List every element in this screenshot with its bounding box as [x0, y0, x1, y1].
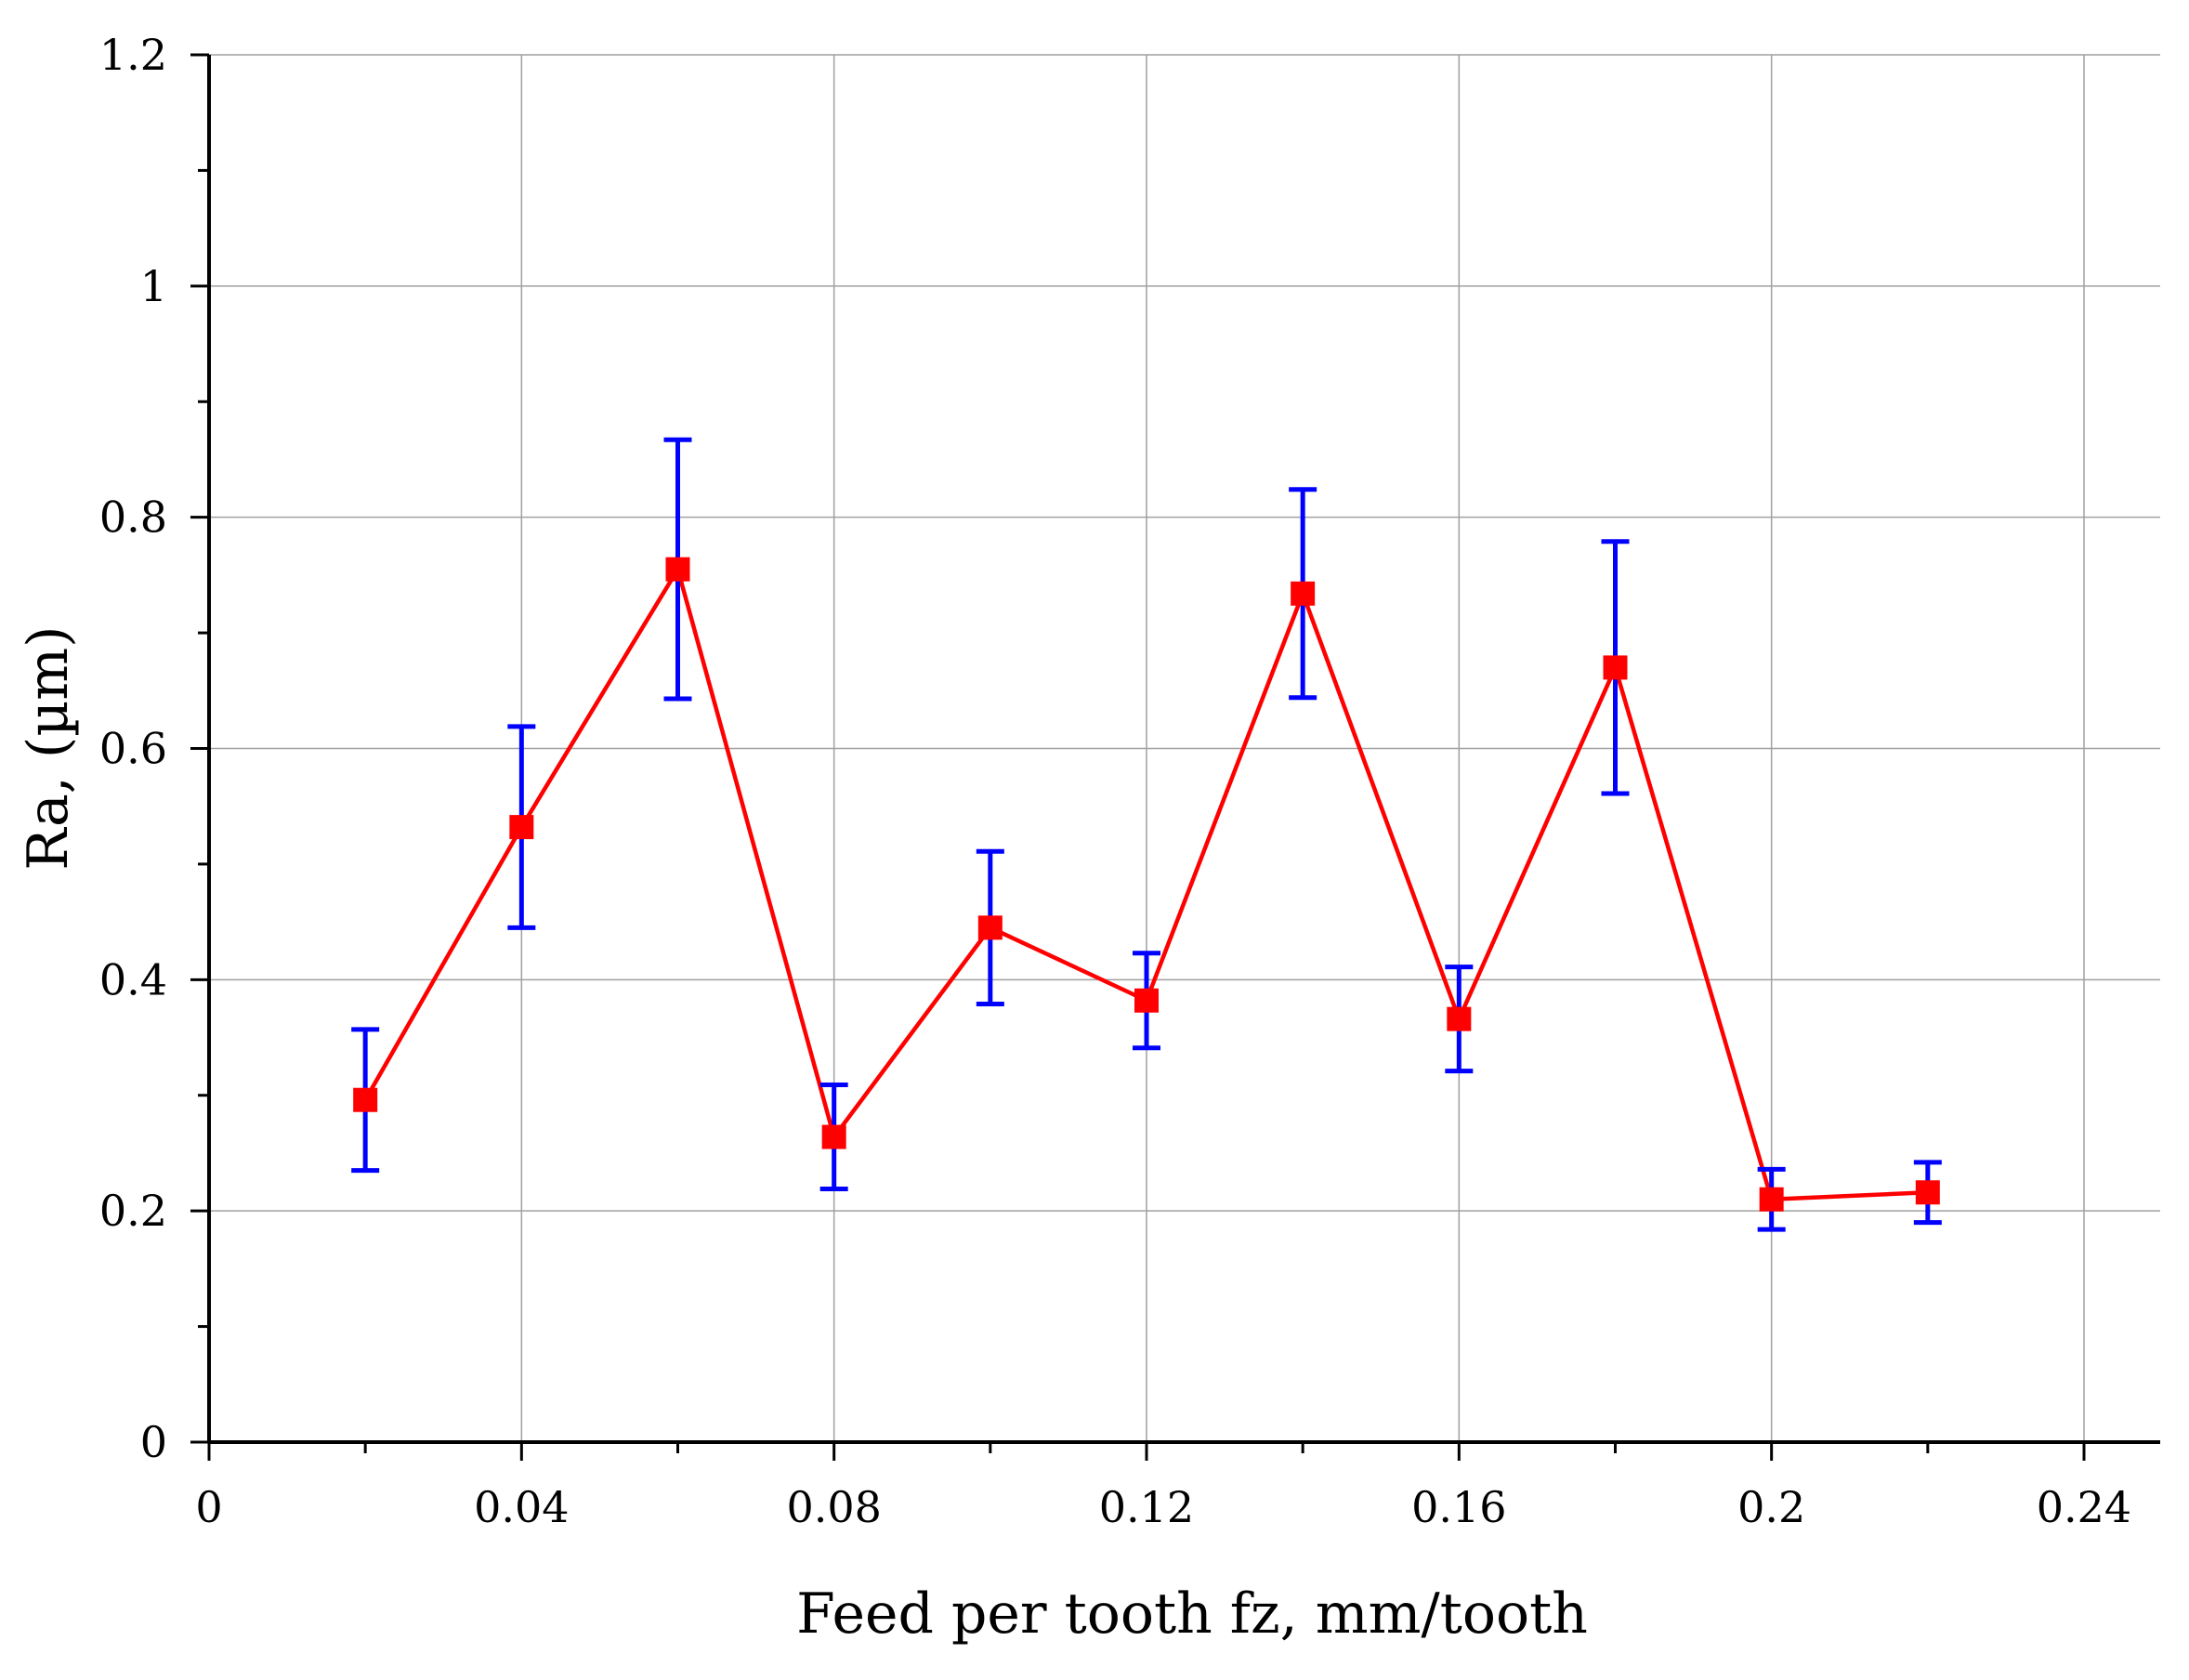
- x-tick-label: 0: [195, 1482, 222, 1532]
- y-axis-title: Ra, (µm): [16, 625, 81, 870]
- data-point: [1603, 655, 1628, 680]
- y-tick-label: 0.2: [99, 1186, 167, 1236]
- x-tick-label: 0.24: [2037, 1482, 2131, 1532]
- data-point: [1134, 988, 1159, 1013]
- data-point: [1291, 581, 1316, 606]
- data-point: [977, 915, 1003, 940]
- x-tick-label: 0.2: [1737, 1482, 1805, 1532]
- x-tick-label: 0.16: [1411, 1482, 1506, 1532]
- x-tick-label: 0.04: [474, 1482, 569, 1532]
- data-point: [1915, 1180, 1940, 1205]
- y-tick-label: 1.2: [99, 30, 167, 80]
- ticks: 0 0.04 0.08 0.12 0.16 0.2 0.24 0 0.2 0.4 0.6 0.8 1 1.…: [99, 30, 2131, 1532]
- series: [351, 437, 1942, 1232]
- y-tick-label: 0.4: [99, 954, 167, 1004]
- data-point: [1447, 1006, 1472, 1031]
- x-tick-label: 0.08: [786, 1482, 881, 1532]
- data-point: [509, 815, 534, 840]
- data-point: [353, 1087, 378, 1112]
- data-point: [665, 557, 690, 582]
- x-axis-title: Feed per tooth fz, mm/tooth: [796, 1582, 1588, 1647]
- y-tick-label: 0.6: [99, 724, 167, 774]
- y-tick-label: 1: [140, 261, 167, 311]
- data-point: [821, 1124, 846, 1149]
- y-tick-label: 0: [140, 1417, 167, 1467]
- y-tick-label: 0.8: [99, 492, 167, 543]
- data-point: [1759, 1187, 1784, 1212]
- grid: [209, 54, 2160, 1442]
- x-tick-label: 0.12: [1099, 1482, 1194, 1532]
